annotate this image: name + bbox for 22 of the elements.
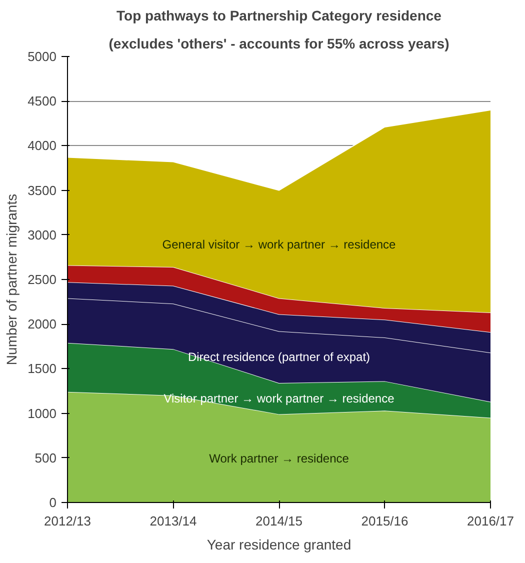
y-tick-label: 0 [49, 495, 57, 510]
y-tick-label: 2500 [28, 272, 56, 287]
y-tick-label: 2000 [28, 316, 56, 332]
y-tick-label: 5000 [28, 49, 56, 64]
series-label: General visitor → work partner → residence [162, 237, 396, 252]
x-tick-label: 2012/13 [44, 514, 92, 528]
y-tick-label: 3500 [28, 182, 56, 198]
y-tick-label: 1000 [28, 406, 56, 421]
x-tick-label: 2016/17 [467, 514, 514, 528]
y-tick-label: 500 [34, 450, 57, 466]
y-tick-label: 1500 [28, 361, 56, 376]
x-tick-label: 2013/14 [150, 514, 197, 528]
chart-title: Top pathways to Partnership Category residence [116, 8, 442, 24]
chart-subtitle: (excludes 'others' - accounts for 55% across years) [108, 36, 450, 52]
x-tick-label: 2014/15 [256, 514, 303, 528]
x-tick-label: 2015/16 [361, 514, 408, 528]
series-label: Work partner → residence [209, 451, 350, 466]
y-tick-label: 4500 [28, 94, 56, 109]
y-axis-title: Number of partner migrants [4, 194, 20, 366]
y-tick-label: 4000 [28, 138, 56, 154]
x-axis-title: Year residence granted [206, 536, 352, 552]
y-tick-label: 3000 [28, 227, 56, 242]
